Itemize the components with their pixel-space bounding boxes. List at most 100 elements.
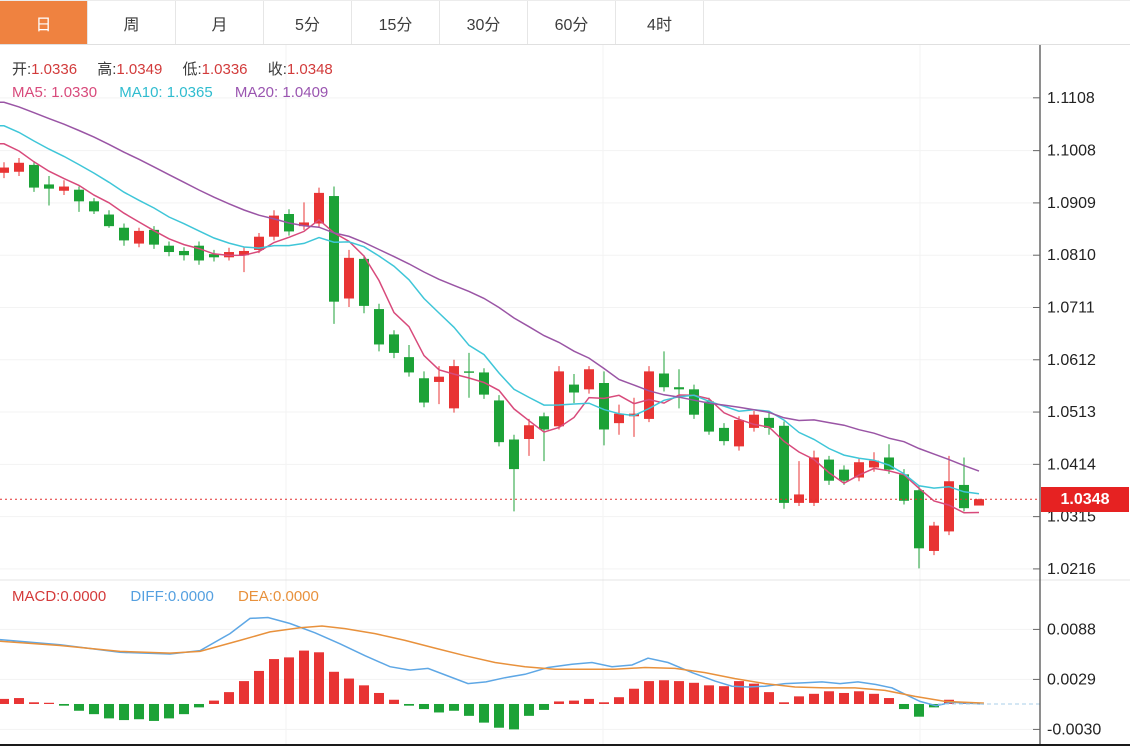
y-axis-label: 1.0909 [1047,195,1096,212]
candle-down [104,214,114,227]
candle-down [494,400,504,443]
diff-line [0,616,985,707]
open-label: 开: [12,61,32,78]
candle-down [374,309,384,345]
macd-bar [449,703,459,711]
tab-15分[interactable]: 15分 [352,1,440,44]
tab-日[interactable]: 日 [0,1,88,44]
macd-bar [314,652,324,704]
candle-up [869,460,879,468]
timeframe-tab-bar: 日周月 5分 15分 30分 60分 4时 [0,0,1130,45]
macd-bar [149,703,159,721]
macd-bar [344,678,354,704]
tab-月[interactable]: 月 [176,1,264,44]
candle-down [719,427,729,442]
macd-bar [0,698,9,704]
candle-down [149,229,159,245]
macd-bar [404,703,414,706]
close-value: 1.0348 [286,61,333,78]
candle-down [74,189,84,202]
candle-down [329,196,339,302]
macd-bar [644,681,654,704]
ma5-line [0,143,980,514]
macd-bar [869,693,879,704]
macd-bar [134,703,144,720]
macd-bar [74,703,84,711]
macd-bar [599,702,609,704]
y-axis-label: 1.1008 [1047,143,1096,160]
macd-bar [734,681,744,704]
candle-down [509,439,519,470]
candle-down [899,474,909,501]
candle-up [809,457,819,503]
macd-bar [614,697,624,704]
ma20-label: MA20: [234,84,279,101]
candle-down [209,254,219,258]
candle-down [539,416,549,430]
candle-down [479,372,489,395]
candle-up [314,192,324,224]
macd-bar [899,703,909,710]
high-value: 1.0349 [116,61,163,78]
candle-down [884,457,894,470]
candle-down [119,227,129,241]
macd-bar [419,703,429,710]
macd-bar [14,698,24,704]
candle-up [59,186,69,191]
diff-value: 0.0000 [167,588,214,605]
macd-bar [569,700,579,704]
candle-down [599,383,609,430]
macd-bar [539,703,549,710]
macd-bar [254,670,264,704]
candle-down [359,258,369,306]
candle-down [779,425,789,503]
y-axis-label: 1.1108 [1047,90,1095,107]
macd-bar [179,703,189,715]
current-price-badge: 1.0348 [1041,487,1129,512]
dea-line [0,625,985,704]
macd-bar [239,681,249,704]
candle-up [974,499,984,506]
candle-down [689,389,699,415]
low-label: 低: [182,61,202,78]
candle-up [644,371,654,419]
tab-周[interactable]: 周 [88,1,176,44]
tab-60分[interactable]: 60分 [528,1,616,44]
candle-down [464,371,474,373]
macd-bar [104,703,114,719]
candle-down [404,357,414,373]
macd-bar [704,685,714,704]
macd-bar [764,692,774,704]
y-axis-label: 1.0810 [1047,247,1096,264]
candle-down [764,417,774,428]
macd-bar [284,657,294,704]
candle-down [824,459,834,481]
y-axis-label: 0.0088 [1047,621,1096,638]
macd-bar [434,703,444,713]
tab-30分[interactable]: 30分 [440,1,528,44]
candle-down [959,484,969,509]
candle-up [554,371,564,427]
y-axis-label: 1.0414 [1047,456,1096,473]
macd-bar [659,680,669,704]
macd-bar [299,650,309,704]
candle-down [389,334,399,353]
macd-bar [224,692,234,704]
candle-up [794,494,804,503]
ma20-line [0,101,980,472]
high-label: 高: [97,61,117,78]
candle-down [29,164,39,188]
candle-up [929,525,939,551]
macd-bar [164,703,174,719]
macd-bar [584,698,594,704]
macd-bar [44,702,54,704]
tab-5分[interactable]: 5分 [264,1,352,44]
candle-down [839,469,849,481]
candle-down [674,387,684,390]
candle-up [299,222,309,227]
macd-bar [749,683,759,704]
macd-bar [194,703,204,708]
tab-4时[interactable]: 4时 [616,1,704,44]
macd-bar [329,671,339,704]
